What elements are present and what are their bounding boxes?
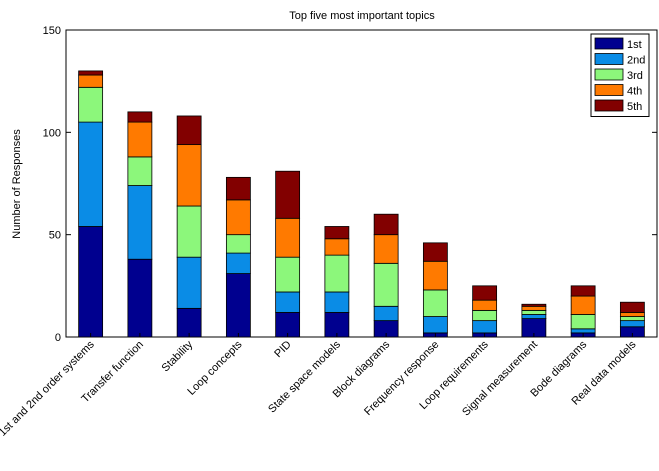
bar-7-5th xyxy=(373,213,399,236)
bar-2-3rd xyxy=(127,156,153,186)
bar-7-3rd xyxy=(373,262,399,307)
bar-10-4th xyxy=(521,305,547,311)
bar-12-2nd xyxy=(619,320,645,328)
y-tick-label: 50 xyxy=(49,230,61,242)
bar-5-4th xyxy=(275,217,301,258)
bar-4-1st xyxy=(225,273,251,338)
chart-title: Top five most important topics xyxy=(289,10,435,22)
bar-6-2nd xyxy=(324,291,350,313)
bar-9-5th xyxy=(472,285,498,301)
bar-3-2nd xyxy=(176,256,202,309)
bar-2-5th xyxy=(127,111,153,123)
y-axis-label: Number of Responses xyxy=(11,129,23,239)
bar-4-5th xyxy=(225,176,251,201)
bars-layer xyxy=(78,70,645,338)
bar-5-2nd xyxy=(275,291,301,313)
bar-9-2nd xyxy=(472,320,498,334)
bar-5-3rd xyxy=(275,256,301,293)
bar-10-5th xyxy=(521,303,547,307)
legend-label-2nd: 2nd xyxy=(627,55,645,67)
bar-2-4th xyxy=(127,121,153,158)
bar-6-4th xyxy=(324,238,350,256)
bar-7-4th xyxy=(373,234,399,264)
bar-6-5th xyxy=(324,226,350,240)
x-tick-label: 1st and 2nd order systems xyxy=(0,338,97,438)
bar-4-2nd xyxy=(225,252,251,274)
bar-8-4th xyxy=(422,260,448,291)
bar-10-2nd xyxy=(521,314,547,319)
legend-label-1st: 1st xyxy=(627,39,642,51)
legend-label-5th: 5th xyxy=(627,101,642,113)
bar-1-5th xyxy=(78,70,104,76)
legend: 1st 2nd 3rd 4th 5th xyxy=(590,33,650,117)
legend-swatch-4th xyxy=(594,84,624,96)
legend-swatch-3rd xyxy=(594,68,624,81)
bar-6-1st xyxy=(324,312,350,338)
bar-5-1st xyxy=(275,312,301,338)
bar-1-4th xyxy=(78,74,104,88)
bar-3-1st xyxy=(176,307,202,338)
bar-9-3rd xyxy=(472,309,498,322)
bar-8-2nd xyxy=(422,316,448,334)
bar-2-2nd xyxy=(127,185,153,260)
x-tick-label: Stability xyxy=(160,338,196,374)
y-tick-label: 150 xyxy=(43,25,61,37)
bar-11-5th xyxy=(570,285,596,297)
bar-8-5th xyxy=(422,242,448,262)
bar-9-4th xyxy=(472,299,498,311)
bar-2-1st xyxy=(127,258,153,338)
x-tick-label: PID xyxy=(272,339,293,360)
plot-frame xyxy=(65,29,658,338)
bar-3-3rd xyxy=(176,205,202,258)
bar-7-2nd xyxy=(373,305,399,322)
legend-label-4th: 4th xyxy=(627,86,642,98)
y-tick-label: 0 xyxy=(55,332,61,344)
legend-swatch-5th xyxy=(594,99,624,112)
legend-label-3rd: 3rd xyxy=(627,70,643,82)
bar-11-3rd xyxy=(570,314,596,330)
bar-8-3rd xyxy=(422,289,448,317)
bar-6-3rd xyxy=(324,254,350,293)
bar-5-5th xyxy=(275,170,301,219)
bar-1-3rd xyxy=(78,86,104,123)
legend-swatch-1st xyxy=(594,37,624,50)
y-tick-label: 100 xyxy=(43,127,61,139)
bar-3-5th xyxy=(176,115,202,146)
bar-3-4th xyxy=(176,144,202,207)
bar-10-3rd xyxy=(521,309,547,315)
bar-12-3rd xyxy=(619,316,645,322)
bar-4-3rd xyxy=(225,234,251,254)
bar-1-2nd xyxy=(78,121,104,227)
bar-12-5th xyxy=(619,301,645,313)
bar-11-4th xyxy=(570,295,596,315)
bar-11-2nd xyxy=(570,328,596,334)
bar-4-4th xyxy=(225,199,251,236)
bar-12-4th xyxy=(619,312,645,317)
legend-swatch-2nd xyxy=(594,53,624,65)
bar-1-1st xyxy=(78,226,104,338)
